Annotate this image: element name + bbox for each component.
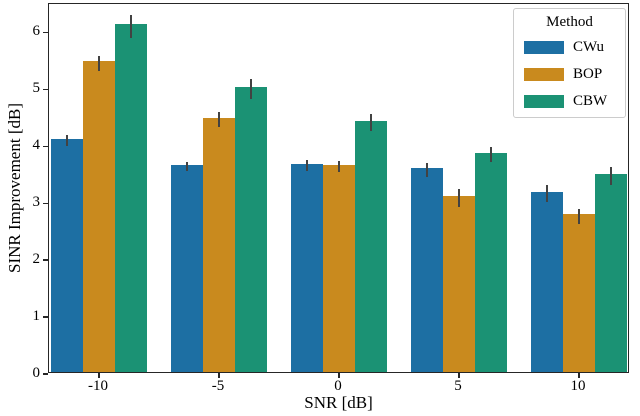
x-axis-label: SNR [dB] [304,393,373,412]
legend-entry-CBW: CBW [514,88,625,115]
error-bar-BOP--5 [217,112,221,127]
legend: Method CWu BOP CBW [513,8,626,118]
y-tick-6 [43,31,48,34]
y-tick-label-3: 3 [32,194,41,211]
y-tick-label-4: 4 [32,137,41,154]
error-bar-CWu-0 [305,159,309,172]
bar-BOP--5 [203,117,235,372]
legend-swatch-BOP [524,68,564,81]
x-tick-label--5: -5 [211,378,225,394]
legend-title: Method [546,14,593,30]
y-tick-5 [43,88,48,91]
legend-swatch-CWu [524,41,564,54]
y-axis-label: SINR Improvement [dB] [5,103,24,273]
legend-entry-BOP: BOP [514,61,625,88]
y-tick-label-2: 2 [32,251,41,268]
error-bar-CBW--10 [129,14,133,38]
bar-BOP-5 [443,196,475,372]
error-bar-BOP-0 [337,161,341,173]
legend-swatch-CBW [524,95,564,108]
y-tick-2 [43,259,48,261]
y-tick-3 [43,202,48,204]
bar-CBW-0 [355,120,387,372]
error-bar-CBW-5 [489,147,493,163]
error-bar-BOP-10 [577,208,581,224]
bar-CWu--5 [171,164,203,372]
x-tick-10 [578,373,580,378]
y-tick-1 [43,316,48,318]
error-bar-CWu-10 [545,185,549,203]
y-tick-label-5: 5 [32,80,41,97]
y-tick-label-6: 6 [32,23,41,40]
x-tick-0 [338,373,340,378]
y-tick-label-1: 1 [32,308,41,325]
bar-BOP-10 [563,214,595,372]
error-bar-CBW--5 [249,78,253,100]
error-bar-BOP-5 [457,189,461,208]
error-bar-CWu--10 [65,135,69,146]
legend-label-CWu: CWu [573,39,605,55]
y-tick-label-0: 0 [32,365,41,381]
x-tick-label-10: 10 [570,378,586,394]
x-tick--5 [218,373,220,378]
bar-CBW-10 [595,173,627,372]
x-tick-5 [458,373,460,378]
x-tick--10 [98,373,100,378]
error-bar-CWu-5 [425,163,429,178]
legend-label-BOP: BOP [573,66,603,82]
bar-CBW-5 [475,152,507,372]
y-tick-4 [43,145,48,147]
bar-BOP--10 [83,61,115,372]
legend-entry-CWu: CWu [514,34,625,61]
bar-BOP-0 [323,164,355,372]
error-bar-CBW-10 [609,166,613,185]
bar-CWu-5 [411,168,443,372]
bar-CWu-0 [291,163,323,372]
error-bar-CBW-0 [369,114,373,132]
x-tick-label--10: -10 [88,378,108,394]
x-tick-label-0: 0 [334,378,342,394]
bar-CBW--5 [235,86,267,372]
bar-CWu--10 [51,138,83,372]
legend-label-CBW: CBW [573,93,608,109]
bar-CBW--10 [115,24,147,372]
x-tick-label-5: 5 [454,378,462,394]
y-tick-0 [43,373,48,375]
bar-CWu-10 [531,191,563,372]
error-bar-CWu--5 [185,162,189,172]
legend-entries: CWu BOP CBW [514,34,625,115]
error-bar-BOP--10 [97,55,101,71]
